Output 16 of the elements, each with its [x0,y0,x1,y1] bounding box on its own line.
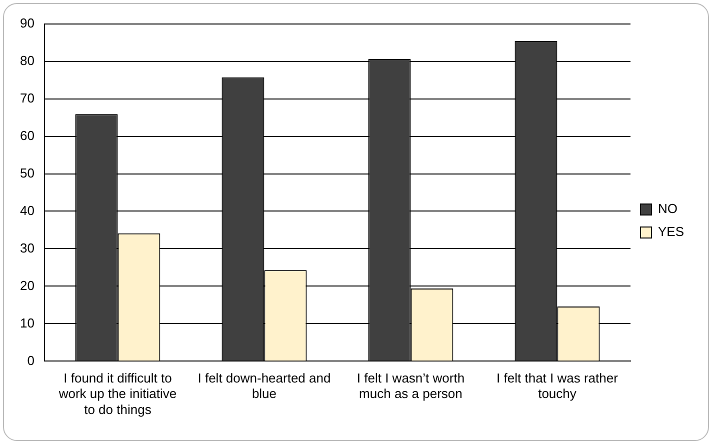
y-tick-label: 60 [20,128,34,143]
x-tick-label: I found it difficult to work up the initiative to do things [58,370,177,417]
legend-label: NO [658,201,678,216]
y-tick-label: 40 [20,202,34,218]
y-tick-label: 70 [20,90,34,106]
legend-label: YES [658,224,684,240]
y-tick-label: 80 [20,52,34,68]
x-tick-label: I felt I wasn’t worth much as a person [356,370,465,402]
y-tick-label: 90 [20,15,34,30]
y-tick-label: 10 [20,315,34,330]
y-tick-label: 0 [27,352,34,368]
y-tick-label: 20 [20,278,34,293]
x-tick-label: I felt down-hearted and blue [198,370,331,402]
y-tick-label: 30 [20,240,34,256]
x-tick-label: I felt that I was rather touchy [496,370,619,402]
y-tick-label: 50 [20,165,34,180]
